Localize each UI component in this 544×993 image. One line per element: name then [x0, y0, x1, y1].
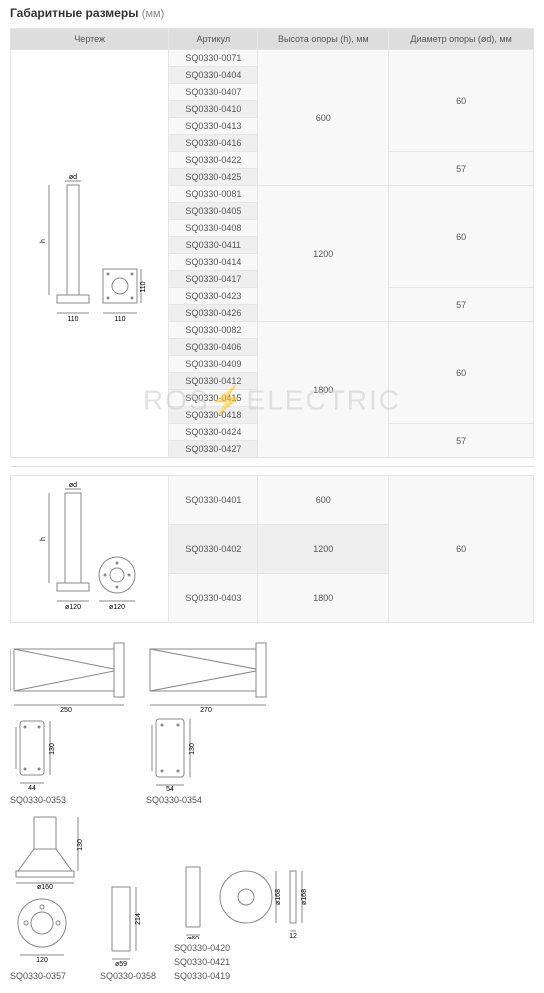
svg-text:214: 214: [135, 913, 142, 925]
cell: SQ0330-0071: [169, 50, 258, 67]
drawing-0353: 110 250 130 83 44 SQ0330-0353: [10, 635, 128, 805]
svg-text:ø120: ø120: [65, 604, 81, 611]
drawing-0420: ø60 ø168 ø168 12 SQ0330-0420 SQ0330-0421…: [174, 861, 308, 981]
svg-text:270: 270: [200, 707, 212, 713]
svg-text:ød: ød: [69, 482, 77, 489]
dimensions-table: Чертеж Артикул Высота опоры (h), мм Диам…: [10, 28, 534, 623]
svg-text:ø60: ø60: [187, 936, 199, 939]
cell: SQ0330-0406: [169, 339, 258, 356]
svg-text:54: 54: [166, 786, 174, 791]
cell: SQ0330-0403: [169, 574, 258, 623]
svg-text:ø168: ø168: [301, 889, 308, 905]
cell: SQ0330-0411: [169, 237, 258, 254]
svg-text:130: 130: [77, 839, 82, 851]
label-0354: SQ0330-0354: [146, 795, 270, 805]
col-drawing: Чертеж: [11, 29, 169, 50]
cell: SQ0330-0408: [169, 220, 258, 237]
cell: SQ0330-0082: [169, 322, 258, 339]
cell: SQ0330-0081: [169, 186, 258, 203]
cell: 60: [389, 50, 534, 152]
cell: SQ0330-0418: [169, 407, 258, 424]
cell: SQ0330-0424: [169, 424, 258, 441]
svg-text:h: h: [40, 238, 47, 242]
page-title: Габаритные размеры: [10, 6, 138, 20]
cell: SQ0330-0415: [169, 390, 258, 407]
cell: SQ0330-0410: [169, 101, 258, 118]
svg-text:110: 110: [67, 316, 78, 323]
cell: SQ0330-0423: [169, 288, 258, 305]
svg-text:130: 130: [189, 743, 194, 755]
svg-text:ø168: ø168: [275, 889, 280, 905]
cell: 57: [389, 288, 534, 322]
svg-text:130: 130: [49, 743, 54, 755]
drawing-0354: 270 130 111 54 SQ0330-0354: [146, 635, 270, 805]
col-article: Артикул: [169, 29, 258, 50]
cell: SQ0330-0401: [169, 476, 258, 525]
cell: 60: [389, 186, 534, 288]
col-height: Высота опоры (h), мм: [258, 29, 389, 50]
svg-text:44: 44: [28, 785, 36, 791]
cell: 57: [389, 424, 534, 458]
label-0420: SQ0330-0420: [174, 943, 308, 953]
cell: SQ0330-0405: [169, 203, 258, 220]
svg-text:120: 120: [36, 957, 48, 964]
svg-text:ø59: ø59: [115, 961, 127, 967]
svg-text:ød: ød: [69, 174, 77, 181]
label-0357: SQ0330-0357: [10, 971, 82, 981]
drawing-0357: 130 ø160 120 SQ0330-0357: [10, 811, 82, 981]
cell: 600: [258, 50, 389, 186]
drawing-group1: ød h 110 110 110: [11, 50, 169, 458]
cell: SQ0330-0402: [169, 525, 258, 574]
cell: SQ0330-0425: [169, 169, 258, 186]
label-0358: SQ0330-0358: [100, 971, 156, 981]
label-0421: SQ0330-0421: [174, 957, 308, 967]
cell: SQ0330-0422: [169, 152, 258, 169]
cell: SQ0330-0416: [169, 135, 258, 152]
cell: 60: [389, 322, 534, 424]
svg-text:110: 110: [140, 281, 145, 292]
svg-text:12: 12: [289, 933, 297, 939]
cell: 1200: [258, 186, 389, 322]
cell: SQ0330-0412: [169, 373, 258, 390]
label-0353: SQ0330-0353: [10, 795, 128, 805]
cell: SQ0330-0426: [169, 305, 258, 322]
svg-text:110: 110: [114, 316, 125, 323]
cell: SQ0330-0407: [169, 84, 258, 101]
cell: 60: [389, 476, 534, 623]
cell: 57: [389, 152, 534, 186]
svg-text:ø120: ø120: [109, 604, 125, 611]
label-0419: SQ0330-0419: [174, 971, 308, 981]
drawing-group2: ød h ø120 ø120: [11, 476, 169, 623]
cell: SQ0330-0404: [169, 67, 258, 84]
cell: SQ0330-0413: [169, 118, 258, 135]
cell: 1800: [258, 322, 389, 458]
cell: SQ0330-0417: [169, 271, 258, 288]
svg-text:250: 250: [60, 707, 72, 713]
cell: SQ0330-0414: [169, 254, 258, 271]
cell: 600: [258, 476, 389, 525]
cell: SQ0330-0427: [169, 441, 258, 458]
cell: SQ0330-0409: [169, 356, 258, 373]
cell: 1200: [258, 525, 389, 574]
title-unit: (мм): [142, 8, 164, 20]
cell: 1800: [258, 574, 389, 623]
col-diameter: Диаметр опоры (ød), мм: [389, 29, 534, 50]
svg-text:h: h: [40, 537, 47, 541]
drawing-0358: 214 ø59 SQ0330-0358: [100, 881, 156, 981]
